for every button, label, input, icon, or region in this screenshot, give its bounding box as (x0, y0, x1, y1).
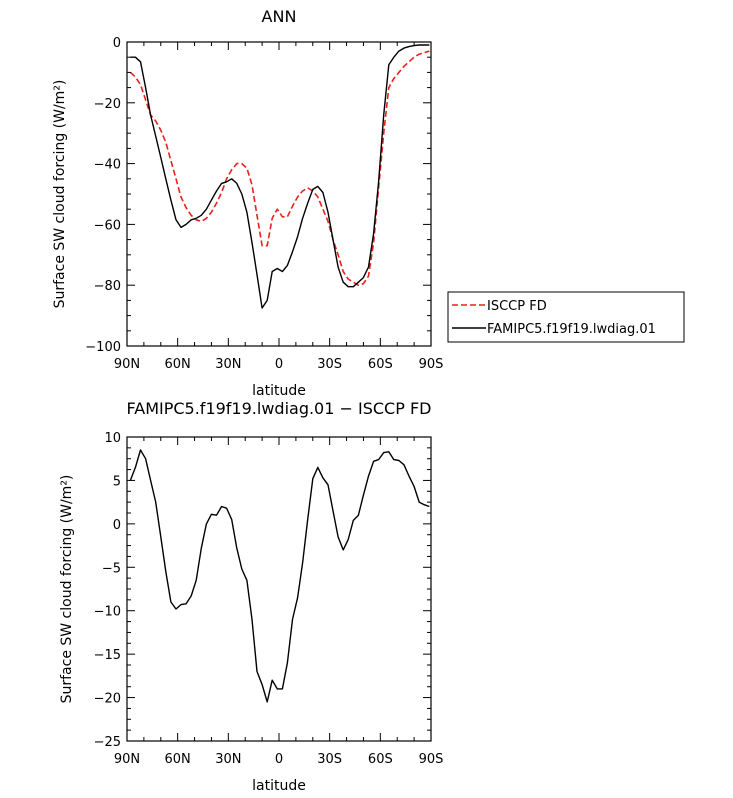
bottom-y-tick-label: −10 (94, 605, 121, 620)
bottom-y-tick-label: 0 (113, 518, 121, 533)
top-plot-frame (126, 41, 432, 347)
bottom-y-tick-label: −15 (94, 648, 121, 663)
bottom-y-axis-label: Surface SW cloud forcing (W/m²) (59, 475, 75, 704)
bottom-x-tick-label: 60N (165, 752, 191, 767)
bottom-x-tick-label: 30N (215, 752, 241, 767)
bottom-x-axis: 90N 60N 30N 0 30S 60S 90S (114, 437, 444, 767)
bottom-series-line-0 (129, 449, 430, 703)
bottom-y-tick-label: 10 (104, 431, 121, 446)
top-y-tick-label: 0 (113, 36, 121, 51)
bottom-x-tick-label: 0 (275, 752, 283, 767)
top-x-tick-label: 30S (317, 357, 342, 372)
bottom-chart-title: FAMIPC5.f19f19.lwdiag.01 − ISCCP FD (127, 399, 432, 418)
legend-label-isccp: ISCCP FD (487, 299, 547, 314)
top-x-tick-label: 30N (215, 357, 241, 372)
bottom-x-axis-label: latitude (252, 778, 306, 794)
bottom-x-tick-label: 90N (114, 752, 140, 767)
top-y-tick-label: −20 (94, 97, 121, 112)
bottom-y-tick-label: −20 (94, 692, 121, 707)
bottom-plot-area (129, 449, 430, 703)
top-x-tick-label: 90N (114, 357, 140, 372)
top-y-tick-label: −100 (85, 340, 121, 355)
bottom-y-tick-label: −5 (102, 561, 121, 576)
bottom-chart-panel: FAMIPC5.f19f19.lwdiag.01 − ISCCP FD 90N 6… (59, 399, 443, 794)
top-y-tick-label: −40 (94, 158, 121, 173)
top-x-axis: 90N 60N 30N 0 30S 60S 90S (114, 42, 444, 372)
bottom-y-axis: 10 5 0 −5 −10 −15 −20 −25 (94, 431, 431, 750)
top-x-axis-label: latitude (252, 383, 306, 399)
bottom-y-tick-label: 5 (113, 474, 121, 489)
top-chart-title: ANN (262, 7, 297, 26)
bottom-x-tick-label: 90S (419, 752, 444, 767)
top-x-tick-label: 60N (165, 357, 191, 372)
top-legend: ISCCP FD FAMIPC5.f19f19.lwdiag.01 (447, 291, 685, 343)
bottom-x-tick-label: 60S (368, 752, 393, 767)
top-plot-area (129, 44, 430, 309)
top-chart-panel: ANN 90N 60N 30N 0 30S 60S 90S 0 −20 −40 −60 −80 −10… (52, 7, 685, 399)
top-y-axis: 0 −20 −40 −60 −80 −100 (85, 36, 431, 355)
top-y-axis-label: Surface SW cloud forcing (W/m²) (52, 80, 68, 309)
bottom-y-tick-label: −25 (94, 735, 121, 750)
top-series-line-0 (129, 50, 430, 287)
top-y-tick-label: −60 (94, 218, 121, 233)
bottom-plot-frame (126, 436, 432, 742)
top-series-line-1 (130, 44, 430, 309)
legend-frame (447, 291, 685, 343)
top-y-tick-label: −80 (94, 279, 121, 294)
bottom-x-tick-label: 30S (317, 752, 342, 767)
top-x-tick-label: 0 (275, 357, 283, 372)
top-x-tick-label: 90S (419, 357, 444, 372)
legend-label-famipc5: FAMIPC5.f19f19.lwdiag.01 (487, 322, 656, 337)
top-x-tick-label: 60S (368, 357, 393, 372)
